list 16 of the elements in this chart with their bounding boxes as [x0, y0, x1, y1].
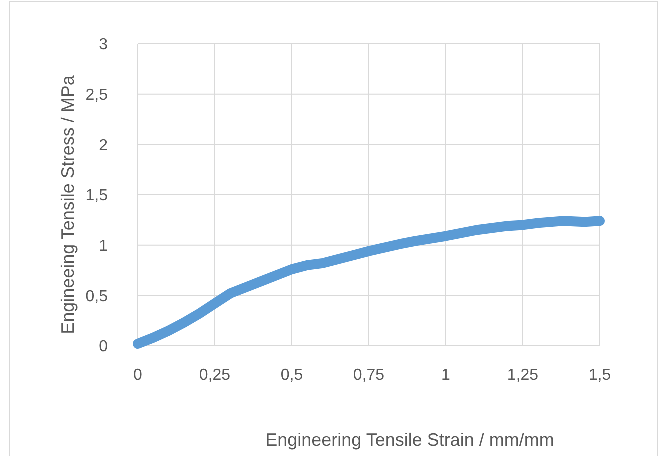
y-tick-label: 2,5: [86, 86, 108, 104]
x-tick-label: 1: [442, 367, 451, 384]
y-axis-title: Engineeing Tensile Stress / MPa: [58, 74, 78, 334]
y-tick-label: 1: [99, 238, 108, 255]
y-tick-label: 0: [99, 338, 108, 356]
y-tick-label: 1,5: [86, 188, 108, 205]
x-tick-label: 1,5: [588, 367, 612, 384]
x-axis-title: Engineering Tensile Strain / mm/mm: [266, 430, 554, 450]
y-tick-label: 0,5: [86, 288, 108, 306]
x-tick-label: 0,5: [280, 367, 304, 384]
x-tick-label: 0,25: [199, 367, 231, 384]
x-tick-label: 0,75: [353, 367, 385, 384]
x-tick-label: 1,25: [507, 367, 539, 384]
x-tick-label: 0: [134, 367, 143, 384]
y-tick-label: 2: [99, 137, 108, 154]
y-tick-label: 3: [99, 36, 108, 54]
